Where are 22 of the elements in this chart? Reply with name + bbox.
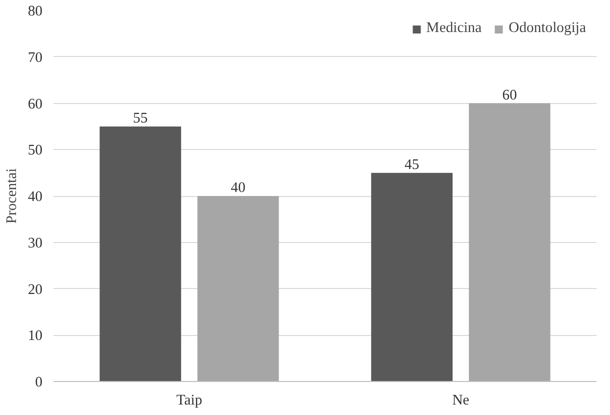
y-tick-label: 70 [28, 50, 42, 66]
bar [468, 103, 550, 382]
y-tick-label: 50 [28, 142, 42, 159]
y-tick-label: 0 [35, 374, 42, 390]
x-tick-label: Ne [452, 392, 470, 408]
data-label: 60 [502, 87, 517, 104]
data-label: 40 [230, 180, 246, 196]
y-tick-label: 10 [28, 328, 42, 344]
x-tick-label: Taip [176, 392, 202, 408]
legend-label: Odontologija [508, 20, 586, 37]
y-tick-label: 20 [28, 282, 42, 298]
y-tick-label: 60 [28, 96, 42, 112]
legend-label: Medicina [426, 20, 482, 37]
data-label: 45 [404, 156, 420, 173]
y-tick-label: 40 [28, 189, 42, 205]
data-label: 55 [133, 110, 148, 126]
bar [371, 172, 453, 382]
y-tick-label: 30 [28, 235, 42, 252]
bar [100, 126, 182, 382]
y-axis-title: Procentai [4, 168, 20, 224]
y-tick-label: 80 [28, 4, 42, 20]
bar [197, 196, 279, 382]
